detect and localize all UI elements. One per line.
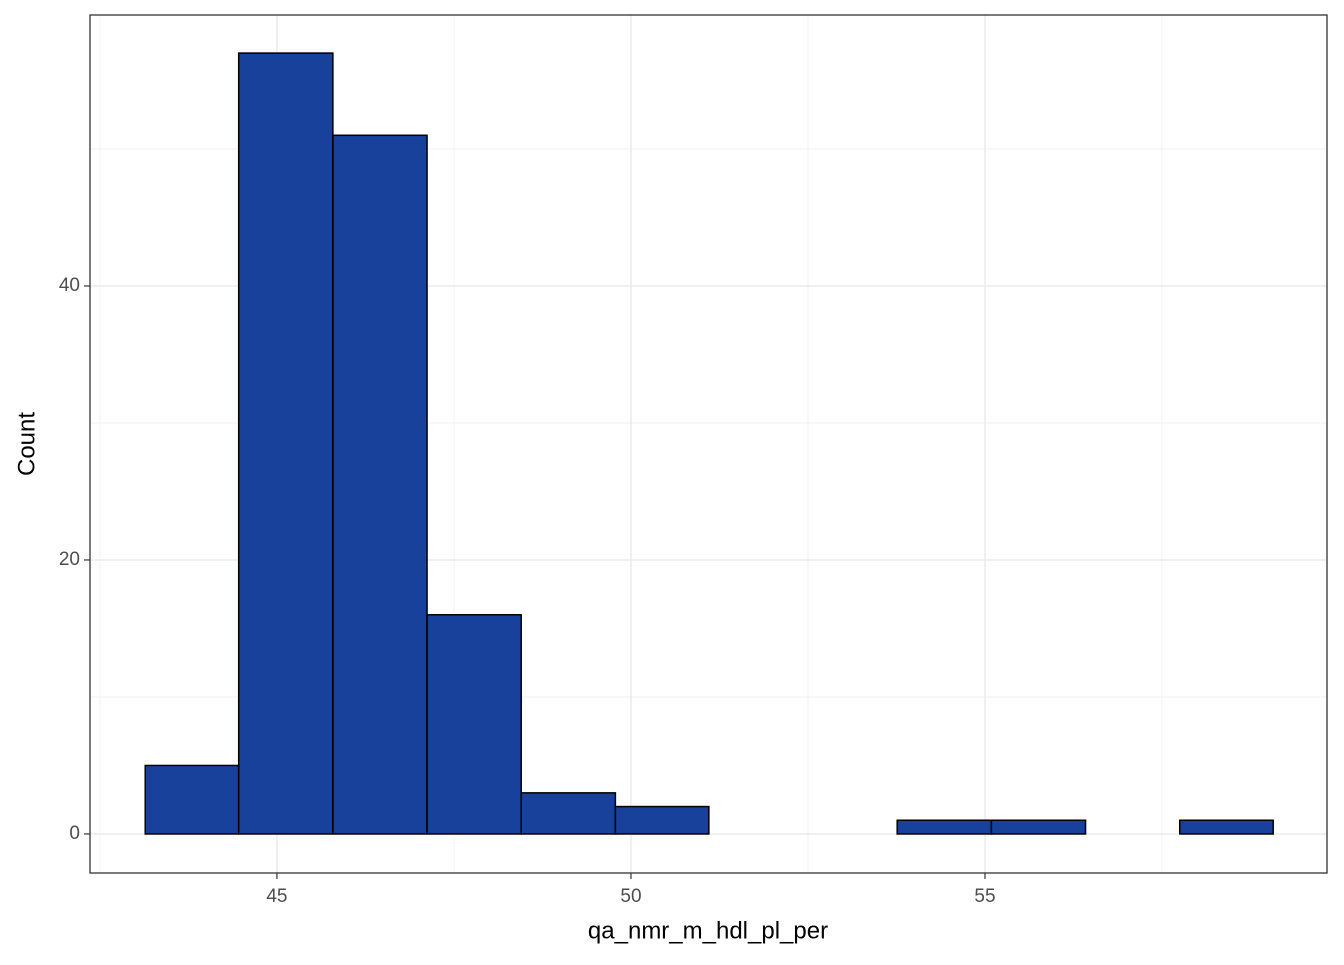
- bar: [237, 52, 334, 835]
- y-tick-label: 0: [69, 823, 80, 844]
- y-tick-label: 40: [59, 275, 80, 296]
- bar: [614, 805, 710, 835]
- bar: [1178, 819, 1274, 835]
- bar: [520, 792, 617, 835]
- x-tick-label: 45: [266, 886, 287, 907]
- bar: [896, 819, 993, 835]
- panel-border: [89, 14, 1328, 874]
- x-axis-title: qa_nmr_m_hdl_pl_per: [588, 917, 828, 944]
- y-axis-title: Count: [13, 412, 40, 476]
- bar: [426, 614, 522, 835]
- bar: [332, 134, 428, 835]
- bar: [144, 764, 240, 835]
- y-tick-label: 20: [59, 549, 80, 570]
- x-tick-label: 55: [974, 886, 995, 907]
- bar: [990, 819, 1087, 835]
- x-tick-label: 50: [620, 886, 641, 907]
